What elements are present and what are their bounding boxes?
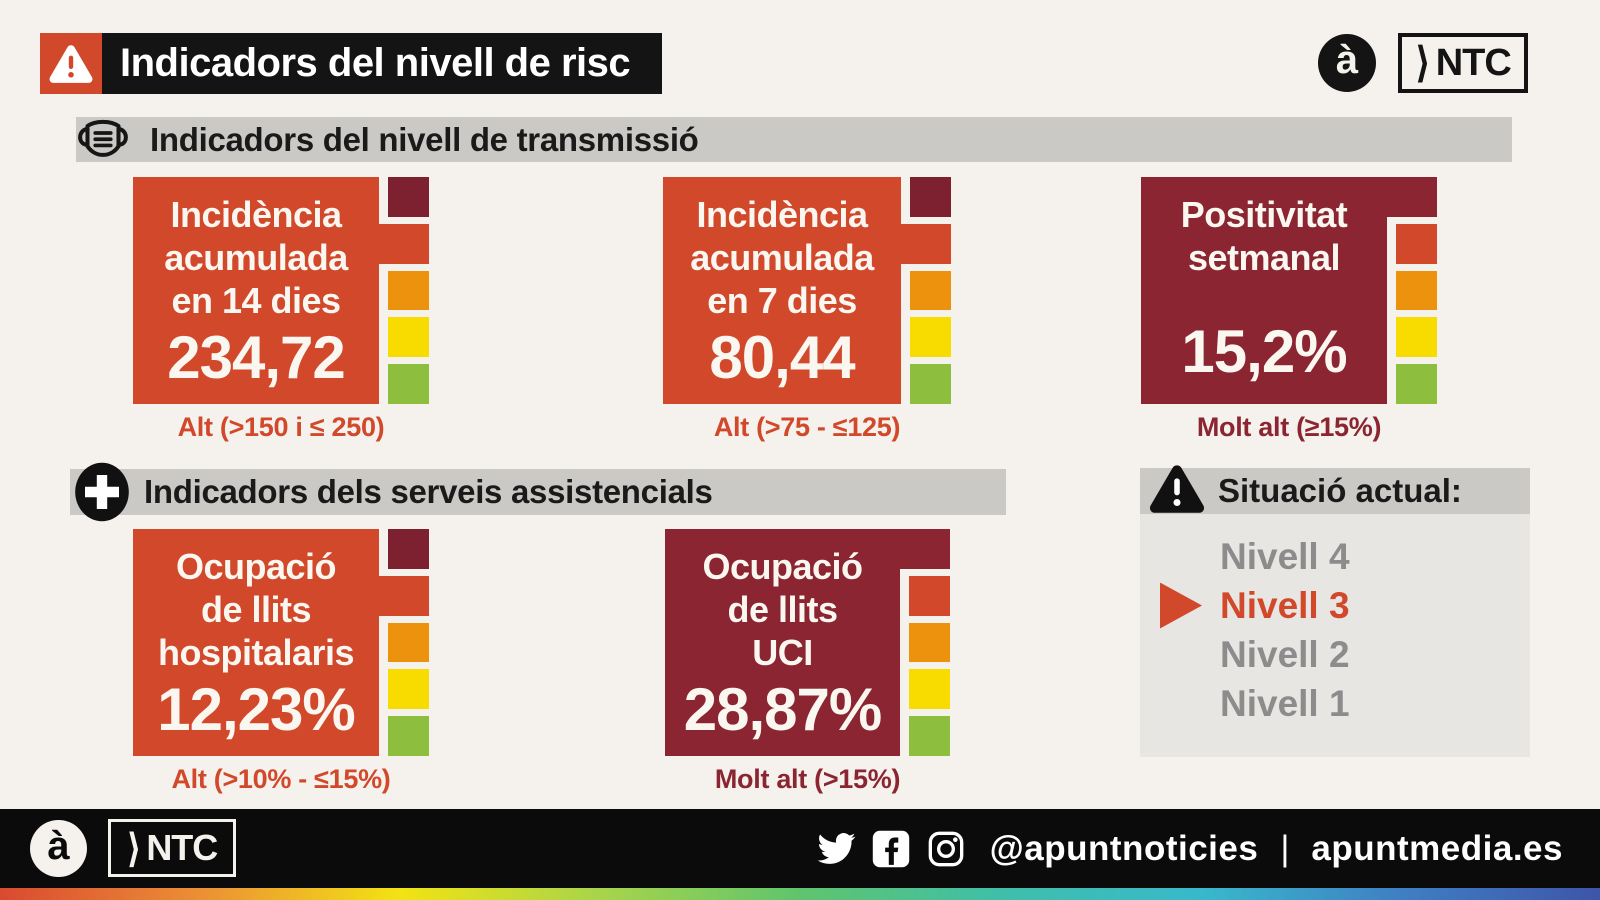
footer-bar: à ⟩ NTC: [0, 809, 1600, 888]
footer-separator: |: [1280, 828, 1290, 868]
header-warning-box: [40, 33, 102, 94]
footer-social: @apuntnoticies | apuntmedia.es: [816, 809, 1563, 888]
level-label: Nivell 2: [1220, 633, 1350, 675]
risk-scale-segment: [909, 669, 950, 710]
card-title: Incidència acumulada en 14 dies: [164, 194, 348, 322]
chevron-right-icon: ⟩: [1415, 39, 1431, 87]
instagram-icon[interactable]: [926, 829, 966, 869]
apunt-logo-letter: à: [47, 823, 70, 868]
risk-scale-segment: [388, 529, 429, 569]
level-item-4: Nivell 4: [1140, 532, 1530, 581]
situation-levels: Nivell 4 Nivell 3 Nivell 2 Nivell 1: [1140, 532, 1530, 728]
level-label: Nivell 3: [1220, 584, 1350, 626]
section-healthcare-title: Indicadors dels serveis assistencials: [144, 473, 713, 510]
risk-scale-segment: [909, 622, 950, 663]
risk-scale: [1387, 177, 1437, 404]
risk-scale-segment: [1396, 223, 1437, 264]
risk-scale-segment: [910, 364, 951, 404]
indicator-incidence-7d: Incidència acumulada en 7 dies 80,44 Alt…: [663, 177, 951, 443]
section-transmission-title: Indicadors del nivell de transmissió: [150, 120, 699, 158]
rainbow-strip: [0, 888, 1600, 900]
indicator-card: Positivitat setmanal 15,2%: [1141, 177, 1387, 404]
risk-scale-segment: [1396, 364, 1437, 404]
level-item-3: Nivell 3: [1140, 581, 1530, 630]
website-url[interactable]: apuntmedia.es: [1311, 828, 1563, 868]
chevron-right-icon: ⟩: [126, 825, 142, 871]
situation-header: Situació actual:: [1140, 465, 1530, 514]
twitter-icon[interactable]: [816, 829, 856, 869]
warning-triangle-icon: [49, 44, 93, 83]
ntc-logo-text: NTC: [146, 827, 218, 868]
apunt-logo-letter: à: [1335, 38, 1359, 82]
card-value: 12,23%: [157, 675, 356, 743]
risk-scale-segment: [388, 622, 429, 663]
indicator-card: Incidència acumulada en 14 dies 234,72: [133, 177, 379, 404]
level-label: Nivell 1: [1220, 682, 1350, 724]
card-value: 28,87%: [683, 675, 883, 743]
risk-scale-segment: [379, 575, 429, 616]
social-handle[interactable]: @apuntnoticies: [989, 828, 1259, 868]
level-item-1: Nivell 1: [1140, 679, 1530, 728]
section-transmission-bar: Indicadors del nivell de transmissió: [76, 117, 1512, 162]
medical-cross-icon: [74, 462, 130, 522]
indicator-positivity: Positivitat setmanal 15,2% Molt alt (≥15…: [1141, 177, 1437, 443]
card-caption: Molt alt (>15%): [714, 764, 901, 794]
risk-scale-segment: [388, 716, 429, 756]
risk-scale-segment: [900, 529, 950, 569]
card-value: 80,44: [709, 323, 855, 391]
risk-scale-segment: [910, 177, 951, 217]
risk-scale: [900, 529, 950, 756]
card-caption: Molt alt (≥15%): [1196, 412, 1382, 442]
face-mask-icon: [72, 113, 134, 167]
risk-scale-segment: [1387, 177, 1437, 217]
risk-scale: [379, 529, 429, 756]
risk-scale-segment: [909, 575, 950, 616]
card-title: Ocupació de llits UCI: [702, 546, 863, 674]
card-title: Ocupació de llits hospitalaris: [157, 546, 355, 674]
risk-scale-segment: [388, 364, 429, 404]
risk-scale-segment: [910, 270, 951, 311]
page-title-bar: Indicadors del nivell de risc: [102, 33, 663, 94]
risk-scale: [901, 177, 951, 404]
card-caption: Alt (>75 - ≤125): [713, 412, 901, 442]
risk-scale-segment: [388, 317, 429, 358]
page-title: Indicadors del nivell de risc: [120, 41, 631, 85]
indicator-hospital-beds: Ocupació de llits hospitalaris 12,23% Al…: [133, 529, 429, 795]
card-value: 15,2%: [1181, 318, 1347, 385]
card-title: Incidència acumulada en 7 dies: [690, 194, 874, 322]
facebook-icon[interactable]: [872, 830, 910, 868]
indicator-icu-beds: Ocupació de llits UCI 28,87% Molt alt (>…: [665, 529, 950, 795]
risk-scale-segment: [1396, 270, 1437, 311]
risk-scale-segment: [901, 223, 951, 264]
risk-scale-segment: [388, 669, 429, 710]
indicator-incidence-14d: Incidència acumulada en 14 dies 234,72 A…: [133, 177, 429, 443]
alert-triangle-icon: [1148, 460, 1206, 518]
card-value: 234,72: [167, 323, 346, 391]
apunt-logo: à: [1318, 34, 1376, 92]
situation-title: Situació actual:: [1218, 472, 1462, 509]
risk-scale-segment: [388, 270, 429, 311]
risk-scale: [379, 177, 429, 404]
level-item-2: Nivell 2: [1140, 630, 1530, 679]
card-caption: Alt (>150 i ≤ 250): [177, 412, 385, 442]
ntc-logo-text: NTC: [1435, 41, 1512, 84]
ntc-logo-footer: ⟩ NTC: [108, 819, 236, 877]
indicator-card: Ocupació de llits hospitalaris 12,23%: [133, 529, 379, 756]
section-healthcare-bar: Indicadors dels serveis assistencials: [70, 462, 1006, 522]
card-caption: Alt (>10% - ≤15%): [171, 764, 391, 794]
risk-scale-segment: [379, 223, 429, 264]
situation-panel: Situació actual: Nivell 4 Nivell 3 Nivel…: [1140, 465, 1530, 757]
risk-scale-segment: [910, 317, 951, 358]
risk-scale-segment: [388, 177, 429, 217]
apunt-logo-footer: à: [30, 820, 87, 877]
indicator-card: Incidència acumulada en 7 dies 80,44: [663, 177, 901, 404]
risk-scale-segment: [1396, 317, 1437, 358]
level-label: Nivell 4: [1220, 535, 1350, 577]
indicator-card: Ocupació de llits UCI 28,87%: [665, 529, 900, 756]
ntc-logo: ⟩ NTC: [1398, 33, 1528, 93]
risk-scale-segment: [909, 716, 950, 756]
level-marker-icon: [1160, 582, 1202, 629]
card-title: Positivitat setmanal: [1180, 194, 1348, 279]
